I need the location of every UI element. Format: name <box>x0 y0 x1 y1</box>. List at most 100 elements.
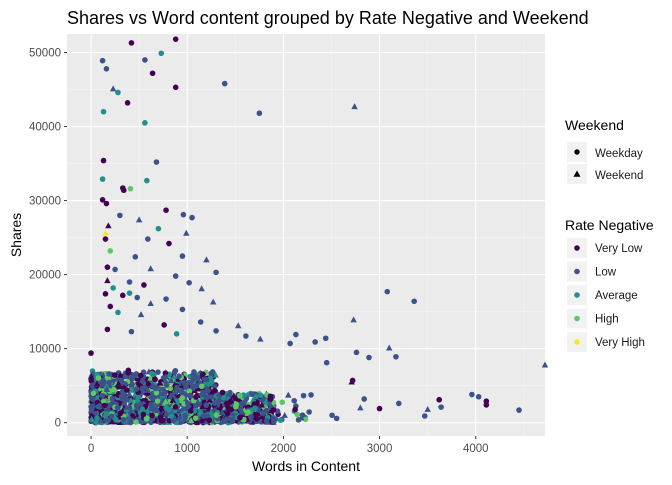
cloud-point <box>101 402 108 409</box>
cloud-point <box>182 413 189 419</box>
cloud-point <box>329 412 335 419</box>
data-point <box>102 236 109 242</box>
data-point <box>385 344 393 351</box>
y-tick-label: 20000 <box>29 270 61 282</box>
cloud-point <box>306 409 312 415</box>
cloud-point <box>199 403 206 410</box>
data-point <box>287 340 293 347</box>
cloud-point <box>277 417 284 424</box>
cloud-point <box>209 369 216 375</box>
cloud-point <box>292 406 298 413</box>
data-point <box>516 407 522 413</box>
y-tick-label: 30000 <box>29 196 61 208</box>
data-point <box>88 350 94 356</box>
data-point <box>197 319 204 325</box>
data-point <box>353 349 360 356</box>
cloud-point <box>157 379 164 386</box>
cloud-point <box>117 410 124 417</box>
data-point <box>257 335 264 342</box>
cloud-point <box>128 387 134 393</box>
cloud-point <box>145 381 152 387</box>
data-point <box>366 354 372 361</box>
cloud-point <box>167 385 174 392</box>
cloud-point <box>133 402 140 409</box>
data-point <box>376 405 383 412</box>
cloud-point <box>183 384 190 391</box>
cloud-point <box>206 381 212 387</box>
data-point <box>109 85 117 92</box>
cloud-point <box>270 415 277 422</box>
points-layer <box>88 36 549 424</box>
cloud-point <box>139 385 146 392</box>
data-point <box>256 110 263 117</box>
legend-rate-negative-title: Rate Negative <box>565 217 654 233</box>
data-point <box>421 413 428 419</box>
data-point <box>213 269 219 276</box>
data-point <box>187 417 195 424</box>
x-tick-label: 4000 <box>463 443 489 455</box>
data-point <box>163 207 169 213</box>
data-point <box>128 40 135 46</box>
cloud-point <box>121 401 128 408</box>
data-point <box>173 331 180 337</box>
data-point <box>128 328 135 335</box>
cloud-point <box>308 392 314 398</box>
cloud-point <box>124 387 130 393</box>
cloud-point <box>179 387 187 394</box>
cloud-point <box>174 384 180 391</box>
cloud-point <box>129 374 136 381</box>
cloud-point <box>267 395 274 402</box>
data-point <box>127 185 134 192</box>
cloud-point <box>219 389 226 396</box>
cloud-point <box>123 404 130 410</box>
cloud-point <box>115 380 122 387</box>
cloud-point <box>133 419 139 425</box>
data-point <box>312 339 318 345</box>
data-point <box>172 273 179 279</box>
y-tick-label: 0 <box>55 418 61 430</box>
cloud-point <box>132 390 139 397</box>
cloud-point <box>148 405 155 412</box>
cloud-point <box>285 391 292 398</box>
cloud-point <box>94 415 100 421</box>
cloud-point <box>211 383 218 389</box>
data-point <box>541 361 549 368</box>
data-point <box>135 216 143 223</box>
data-point <box>100 108 107 115</box>
cloud-point <box>96 403 103 409</box>
cloud-point <box>333 415 340 422</box>
legend-color-label: Low <box>595 267 617 279</box>
cloud-point <box>139 376 146 383</box>
cloud-point <box>109 395 116 402</box>
data-point <box>104 326 111 333</box>
cloud-point <box>172 404 179 410</box>
cloud-point <box>203 376 210 383</box>
cloud-point <box>205 387 211 394</box>
cloud-point <box>88 373 95 380</box>
x-tick-label: 2000 <box>271 443 297 455</box>
cloud-point <box>226 406 232 413</box>
data-point <box>134 294 141 301</box>
data-point <box>117 212 123 219</box>
data-point <box>183 229 190 236</box>
y-tick-label: 40000 <box>29 122 61 134</box>
cloud-point <box>117 371 124 378</box>
cloud-point <box>139 406 146 412</box>
dense-cloud-layer <box>87 367 340 426</box>
cloud-point <box>90 390 97 397</box>
cloud-point <box>200 371 206 378</box>
data-point <box>203 256 210 263</box>
cloud-point <box>291 397 298 404</box>
legend-rate-negative: Rate Negative Very Low Low Average High Very… <box>565 217 654 352</box>
cloud-point <box>144 386 152 393</box>
cloud-point <box>137 400 144 407</box>
cloud-point <box>105 417 112 423</box>
cloud-point <box>263 417 270 424</box>
data-point <box>186 279 192 286</box>
cloud-point <box>164 411 170 417</box>
data-point <box>348 378 355 385</box>
legend-color-swatch <box>574 245 580 251</box>
cloud-point <box>230 417 236 424</box>
